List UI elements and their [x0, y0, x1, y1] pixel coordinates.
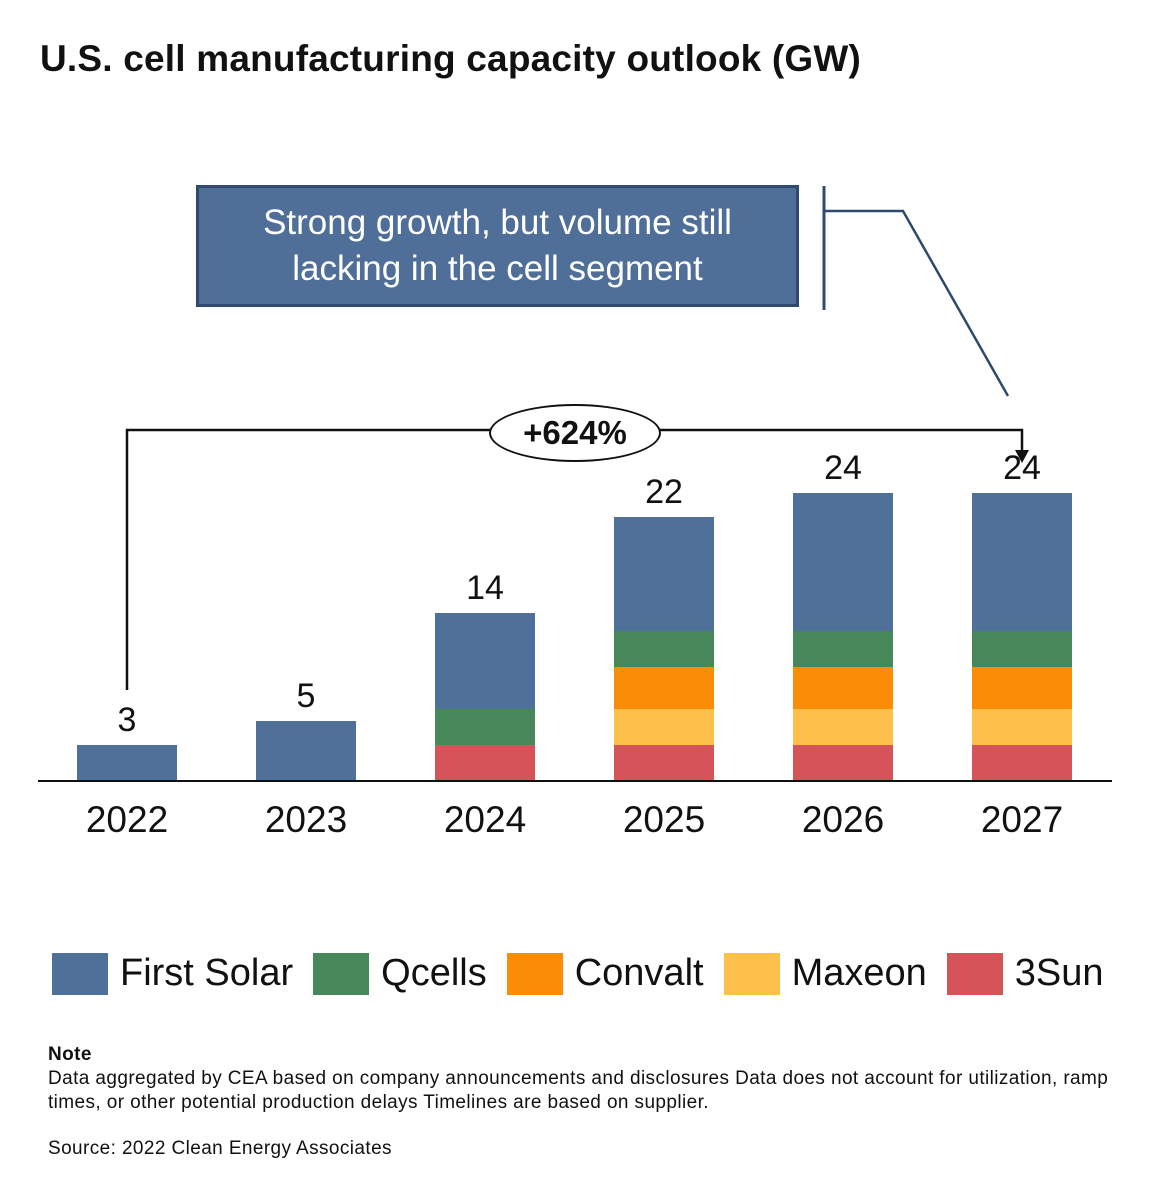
- total-label-2024: 14: [466, 569, 504, 607]
- bar-maxeon-2025: [614, 709, 714, 745]
- source-text: Source: 2022 Clean Energy Associates: [48, 1138, 392, 1159]
- legend-label-maxeon: Maxeon: [791, 952, 927, 994]
- growth-bracket: [125, 428, 1029, 690]
- bar-qcells-2025: [614, 631, 714, 667]
- note-text: Data aggregated by CEA based on company …: [48, 1068, 1109, 1113]
- legend-label-sun3: 3Sun: [1014, 952, 1104, 994]
- note-heading: Note: [48, 1044, 92, 1065]
- legend-item-first_solar: First Solar: [52, 952, 293, 995]
- bar-first_solar-2024: [435, 613, 535, 709]
- total-label-2026: 24: [824, 449, 862, 487]
- bar-sun3-2026: [793, 745, 893, 781]
- bar-sun3-2025: [614, 745, 714, 781]
- labels-group: 3 2022 5 2023 14 2024 22 2025 24 2026 24 2027: [86, 449, 1063, 840]
- chart-title: U.S. cell manufacturing capacity outlook…: [40, 38, 862, 79]
- bar-chart: 3 2022 5 2023 14 2024 22 2025 24 2026 24 2027: [38, 186, 1112, 840]
- legend-swatch-first_solar: [52, 952, 108, 995]
- callout-text: Strong growth, but volume still lacking …: [263, 203, 732, 288]
- x-tick-2023: 2023: [265, 799, 347, 840]
- bar-convalt-2025: [614, 667, 714, 709]
- total-label-2022: 3: [118, 701, 137, 739]
- bar-qcells-2027: [972, 631, 1072, 667]
- legend-swatch-convalt: [506, 952, 563, 995]
- bar-maxeon-2026: [793, 709, 893, 745]
- bar-sun3-2024: [435, 745, 535, 781]
- legend-label-first_solar: First Solar: [120, 952, 294, 994]
- bar-first_solar-2025: [614, 517, 714, 631]
- callout-connector: [822, 186, 1010, 397]
- total-label-2025: 22: [645, 473, 683, 511]
- bar-sun3-2027: [972, 745, 1072, 781]
- x-tick-2027: 2027: [981, 799, 1063, 840]
- bar-convalt-2027: [972, 667, 1072, 709]
- bar-qcells-2026: [793, 631, 893, 667]
- bar-first_solar-2027: [972, 493, 1072, 631]
- legend-swatch-qcells: [313, 952, 370, 995]
- legend-swatch-maxeon: [723, 952, 780, 995]
- bar-qcells-2024: [435, 709, 535, 745]
- bars-group: [77, 493, 1072, 781]
- total-label-2027: 24: [1003, 449, 1041, 487]
- legend-item-qcells: Qcells: [313, 952, 487, 995]
- x-tick-2025: 2025: [623, 799, 705, 840]
- legend-item-sun3: 3Sun: [946, 952, 1104, 995]
- callout-box: Strong growth, but volume still lacking …: [196, 185, 799, 307]
- legend: First Solar Qcells Convalt Maxeon 3Sun: [52, 952, 1104, 995]
- bar-convalt-2026: [793, 667, 893, 709]
- bar-maxeon-2027: [972, 709, 1072, 745]
- x-tick-2026: 2026: [802, 799, 884, 840]
- legend-item-convalt: Convalt: [506, 952, 704, 995]
- legend-label-qcells: Qcells: [381, 952, 487, 994]
- x-tick-2022: 2022: [86, 799, 168, 840]
- callout-leader-line: [824, 209, 1010, 397]
- bar-first_solar-2026: [793, 493, 893, 631]
- total-label-2023: 5: [297, 677, 316, 715]
- bar-first_solar-2023: [256, 721, 356, 781]
- growth-arrowhead: [1015, 450, 1029, 463]
- legend-label-convalt: Convalt: [574, 952, 704, 994]
- growth-badge: +624%: [489, 404, 661, 462]
- legend-item-maxeon: Maxeon: [723, 952, 927, 995]
- note-block: Note Data aggregated by CEA based on com…: [48, 1043, 1138, 1115]
- x-tick-2024: 2024: [444, 799, 526, 840]
- legend-swatch-sun3: [946, 952, 1003, 995]
- bar-first_solar-2022: [77, 745, 177, 781]
